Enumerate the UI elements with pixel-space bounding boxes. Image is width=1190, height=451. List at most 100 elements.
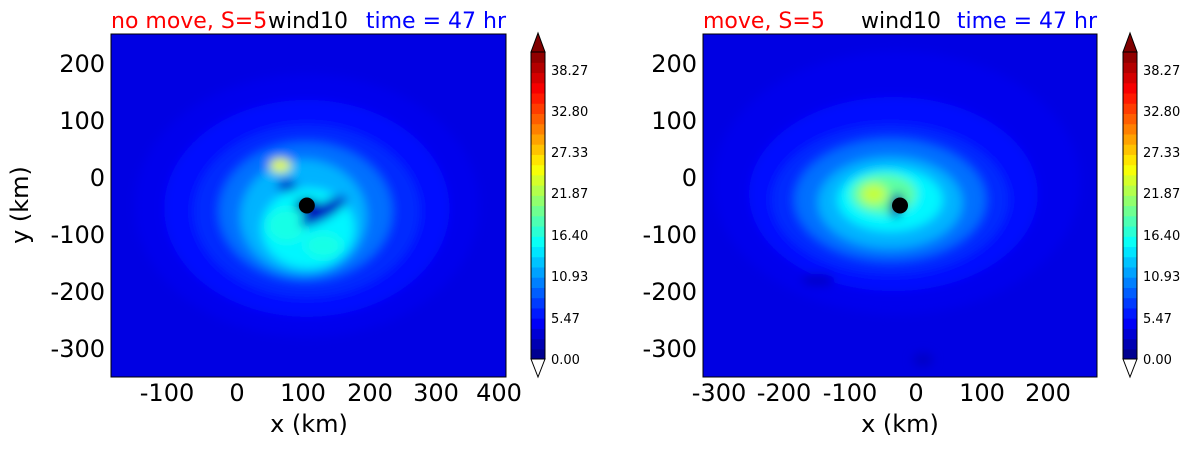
left-colorbar-extend-min [530,358,546,379]
colorbar-band [1123,287,1137,299]
left-x-tick-label: 200 [347,379,393,407]
left-plot-frame [110,33,507,378]
left-colorbar: 38.27 32.80 27.33 21.87 16.40 10.93 5.47… [530,31,588,379]
right-colorbar-tick: 32.80 [1143,105,1180,120]
left-colorbar-tick: 16.40 [551,229,588,244]
colorbar-band [531,225,545,237]
colorbar-band [531,215,545,227]
left-title-case: no move, S=5 [111,9,267,34]
colorbar-band [531,266,545,278]
colorbar-band [1123,144,1137,155]
right-plot-frame [702,33,1098,378]
left-y-tick-label: -100 [51,221,105,249]
right-x-axis-label: x (km) [861,410,939,438]
left-colorbar-tick: 21.87 [551,187,588,202]
colorbar-band [1123,328,1137,340]
right-y-tick-label: -100 [643,221,697,249]
colorbar-band [531,297,545,309]
colorbar-band [1123,215,1137,227]
left-colorbar-extend-max [530,31,546,53]
right-panel: move, S=5 wind10 time = 47 hr -300 -200 … [643,9,1181,438]
colorbar-band [1123,103,1137,114]
right-y-tick-label: 100 [651,107,697,135]
right-y-tick-label: -300 [643,335,697,363]
left-x-tick-label: 400 [476,379,522,407]
right-colorbar-frame [1122,51,1138,360]
left-colorbar-tick: 5.47 [551,312,580,327]
colorbar-band [1123,205,1137,217]
left-storm-center-marker [298,197,315,214]
colorbar-band [531,133,545,145]
colorbar-band [1123,113,1137,125]
left-colorbar-tick: 0.00 [551,353,580,368]
colorbar-band [1123,154,1137,166]
right-x-ticks: -300 -200 -100 0 100 200 [692,379,1071,407]
right-y-ticks: 200 100 0 -100 -200 -300 [643,50,697,363]
colorbar-band [531,174,545,186]
colorbar-band [531,338,545,350]
right-colorbar-tick: 5.47 [1143,312,1172,327]
left-x-tick-label: 100 [280,379,326,407]
colorbar-band [531,72,545,84]
colorbar-band [1123,246,1137,258]
left-colorbar-bands [531,52,545,360]
colorbar-band [531,348,545,360]
colorbar-band [531,103,545,114]
left-y-tick-label: 0 [90,164,105,192]
left-x-axis-label: x (km) [270,410,348,438]
left-x-tick-label: 300 [413,379,459,407]
right-colorbar-tick: 0.00 [1143,353,1172,368]
right-x-tick-label: -100 [823,379,877,407]
colorbar-band [1123,307,1137,319]
right-y-tick-label: 200 [651,50,697,78]
colorbar-band [1123,236,1137,248]
left-y-tick-label: 100 [59,107,105,135]
colorbar-band [531,328,545,340]
right-storm-center-marker [892,197,908,214]
colorbar-band [531,236,545,248]
left-y-tick-label: -300 [51,335,105,363]
right-colorbar-tick: 27.33 [1143,146,1180,161]
left-colorbar-tick: 10.93 [551,270,588,285]
colorbar-band [531,287,545,299]
colorbar-band [1123,277,1137,288]
right-colorbar: 38.27 32.80 27.33 21.87 16.40 10.93 5.47… [1122,31,1180,379]
right-x-tick-label: -300 [692,379,746,407]
colorbar-band [531,205,545,217]
right-colorbar-bands [1123,52,1137,360]
left-y-tick-label: -200 [51,278,105,306]
colorbar-band [531,92,545,104]
right-title-variable: wind10 [861,9,941,34]
right-colorbar-extend-max [1122,31,1138,53]
colorbar-band [531,307,545,319]
left-x-tick-label: 0 [229,379,244,407]
left-colorbar-ticks: 38.27 32.80 27.33 21.87 16.40 10.93 5.47… [551,64,588,368]
left-x-ticks: -100 0 100 200 300 400 [140,379,522,407]
right-x-tick-label: 0 [908,379,923,407]
wind-contour-region [300,196,347,227]
right-colorbar-ticks: 38.27 32.80 27.33 21.87 16.40 10.93 5.47… [1143,64,1180,368]
left-colorbar-tick: 38.27 [551,64,588,79]
left-y-tick-label: 200 [59,50,105,78]
colorbar-band [1123,338,1137,350]
left-panel: no move, S=5 wind10 time = 47 hr -100 0 … [6,9,588,438]
colorbar-band [531,277,545,288]
right-colorbar-tick: 21.87 [1143,187,1180,202]
colorbar-band [531,318,545,329]
left-colorbar-frame [530,51,546,360]
wind-contour-region [276,179,297,192]
left-y-ticks: 200 100 0 -100 -200 -300 [51,50,105,363]
colorbar-band [1123,52,1137,63]
left-colorbar-tick: 27.33 [551,146,588,161]
colorbar-band [1123,225,1137,237]
right-title-case: move, S=5 [703,9,825,34]
right-title-time: time = 47 hr [957,9,1098,34]
colorbar-band [1123,348,1137,360]
colorbar-band [531,113,545,125]
left-colorbar-tick: 32.80 [551,105,588,120]
right-y-tick-label: 0 [682,164,697,192]
colorbar-band [1123,266,1137,278]
colorbar-band [1123,318,1137,329]
colorbar-band [531,52,545,63]
